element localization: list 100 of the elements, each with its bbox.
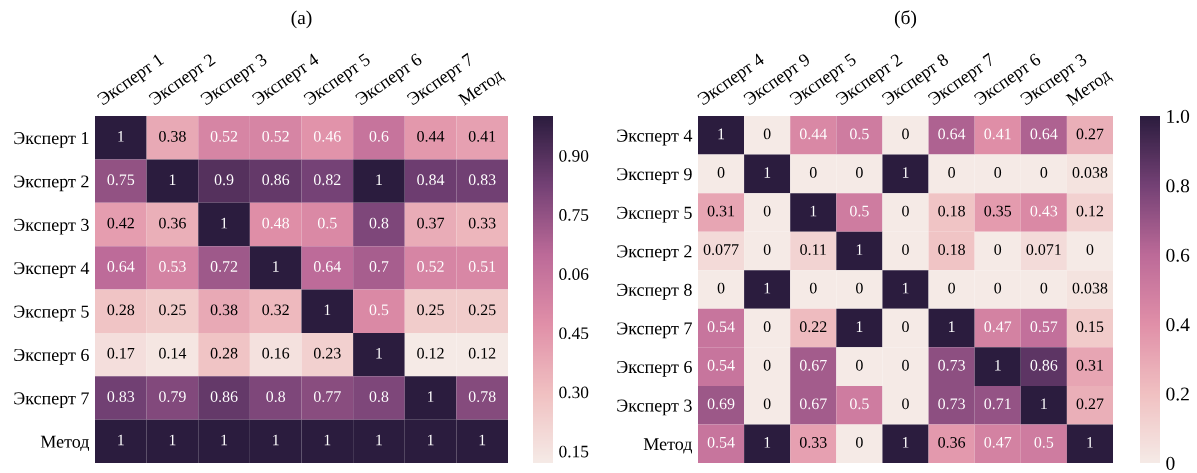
data-label: 0.73 [938,359,965,371]
data-label: 1 [324,304,331,316]
data-label: 0.86 [262,174,290,186]
y-tick-label: Эксперт 7 [617,322,692,339]
data-label: 0.071 [1026,244,1061,256]
data-label: 1 [118,434,124,446]
data-label: 0.27 [1076,398,1104,410]
data-label: 0.86 [210,391,238,403]
data-label: 0.83 [468,174,496,186]
data-label: 0.54 [707,359,735,371]
data-label: 1 [169,174,176,185]
data-label: 0.18 [938,205,965,217]
color-bar-label: 0.90 [559,149,589,162]
data-label: 0.6 [369,130,389,142]
data-label: 0.44 [799,128,827,140]
data-label: 0.31 [707,205,735,217]
color-bar-label: 0.30 [559,386,589,399]
data-label: 0 [717,167,725,178]
y-tick-label: Эксперт 2 [14,175,89,192]
data-label: 0 [856,359,863,371]
data-label: 0 [1086,244,1094,255]
data-label: 0 [763,128,771,140]
color-bar-label: 0.45 [559,327,589,340]
data-label: 0.73 [938,398,965,410]
data-label: 0.36 [938,436,966,448]
data-label: 0 [1040,167,1048,178]
data-label: 0 [856,282,863,294]
color-bar-label: 0.6 [1166,248,1190,262]
data-label: 0 [902,128,909,140]
data-label: 1 [427,434,434,446]
data-label: 0.33 [799,436,827,448]
y-tick-label: Эксперт 4 [14,262,90,278]
data-label: 1 [856,321,863,332]
data-label: 0.11 [800,244,826,256]
data-label: 0.67 [799,398,827,410]
data-label: 0.28 [210,347,238,359]
data-label: 1 [169,434,176,446]
data-label: 0.52 [210,130,238,142]
data-label: 0.5 [850,205,869,217]
color-bar-label: 0.15 [559,445,589,458]
data-label: 0.5 [1034,436,1054,448]
data-label: 0.36 [159,217,186,229]
data-label: 0.25 [159,304,186,316]
data-label: 0.7 [369,261,389,272]
data-label: 1 [764,282,771,294]
data-label: 0 [763,398,771,410]
data-label: 1 [764,167,771,178]
data-label: 0.44 [417,130,445,142]
data-label: 0.37 [417,217,445,229]
data-label: 1 [856,244,863,255]
color-bar-label: 0.4 [1166,318,1190,332]
data-label: 0.64 [107,261,135,272]
data-label: 0 [717,282,725,294]
data-label: 0.52 [417,261,444,272]
data-label: 0 [763,244,771,255]
data-label: 1 [221,217,228,229]
data-label: 0.54 [707,436,735,448]
data-label: 0.75 [107,174,135,186]
data-label: 1 [810,205,817,217]
data-label: 0.038 [1072,282,1108,294]
y-tick-label: Эксперт 1 [14,132,89,148]
data-label: 0 [948,167,955,178]
data-label: 0 [1040,282,1048,294]
data-label: 0.64 [1030,128,1058,140]
data-label: 0.78 [468,391,496,403]
data-label: 1 [995,359,1001,371]
data-label: 0.71 [984,398,1011,410]
y-tick-label: Эксперт 6 [14,348,89,365]
data-label: 0.67 [799,359,827,371]
data-label: 1 [902,167,909,178]
color-bar-label: 0 [1166,456,1175,470]
data-label: 0.8 [369,217,389,229]
data-label: 0.5 [317,217,337,229]
color-bar-label: 0.75 [559,209,589,221]
data-label: 1 [118,131,124,142]
data-label: 1 [718,128,725,140]
data-label: 0.42 [107,217,134,229]
data-label: 0.5 [850,128,869,140]
data-label: 0 [763,321,771,333]
data-label: 0.53 [159,261,186,272]
data-label: 0.23 [313,347,341,359]
data-label: 1 [479,434,486,446]
data-label: 0 [856,436,863,448]
data-label: 0.41 [984,128,1011,140]
data-label: 0.64 [313,261,342,272]
data-label: 0.25 [468,304,496,316]
data-label: 0.22 [799,321,827,333]
y-tick-label: Эксперт 7 [14,392,89,409]
data-label: 1 [764,437,771,448]
data-label: 0 [994,167,1002,178]
data-label: 0.38 [159,130,186,142]
data-label: 0.16 [262,347,290,359]
data-label: 0.12 [417,347,444,359]
data-label: 0.79 [159,391,186,403]
data-label: 0 [902,359,909,371]
data-label: 0.18 [938,244,965,256]
data-label: 0.9 [214,174,234,186]
data-label: 0 [902,244,909,255]
data-label: 0 [809,282,817,294]
data-label: 0 [763,205,771,217]
